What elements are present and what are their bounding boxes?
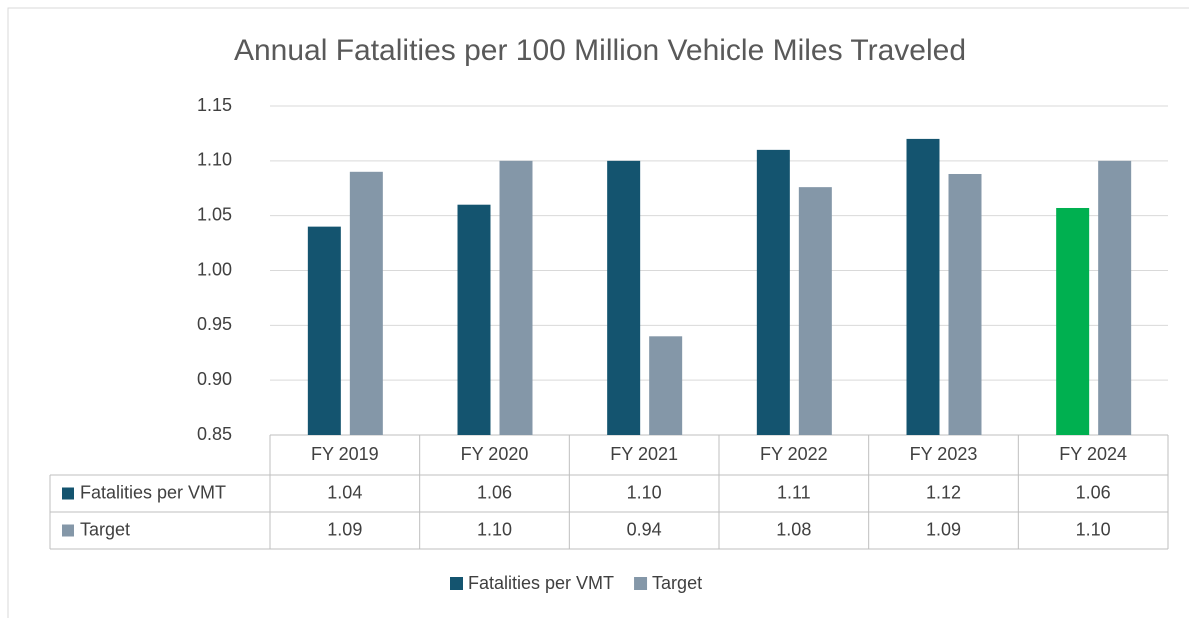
bar xyxy=(457,204,491,435)
bar xyxy=(798,187,832,435)
table-row-label: Fatalities per VMT xyxy=(80,482,226,502)
table-cell: 1.10 xyxy=(1076,519,1111,539)
table-cell: 0.94 xyxy=(627,519,662,539)
y-tick-label: 1.05 xyxy=(197,204,232,224)
bar xyxy=(307,226,341,435)
bar xyxy=(1056,207,1090,435)
bar xyxy=(607,160,641,436)
table-cell: 1.06 xyxy=(477,482,512,502)
table-cell: 1.10 xyxy=(627,482,662,502)
bar xyxy=(948,173,982,435)
y-tick-label: 0.90 xyxy=(197,369,232,389)
x-tick-label: FY 2023 xyxy=(910,444,978,464)
x-tick-label: FY 2020 xyxy=(461,444,529,464)
table-legend-key xyxy=(62,487,74,500)
chart-title: Annual Fatalities per 100 Million Vehicl… xyxy=(234,34,966,67)
x-tick-label: FY 2019 xyxy=(311,444,379,464)
table-cell: 1.09 xyxy=(327,519,362,539)
y-tick-label: 1.00 xyxy=(197,259,232,279)
y-tick-label: 0.85 xyxy=(197,424,232,444)
x-tick-label: FY 2022 xyxy=(760,444,828,464)
table-row-label: Target xyxy=(80,519,130,539)
table-cell: 1.04 xyxy=(327,482,362,502)
legend-label: Fatalities per VMT xyxy=(468,573,614,593)
y-tick-label: 1.15 xyxy=(197,95,232,115)
table-legend-key xyxy=(62,524,74,537)
chart-frame xyxy=(7,7,1189,618)
y-tick-label: 1.10 xyxy=(197,150,232,170)
table-cell: 1.12 xyxy=(926,482,961,502)
table-cell: 1.08 xyxy=(776,519,811,539)
legend-key xyxy=(450,577,463,590)
legend-key xyxy=(634,577,648,590)
table-cell: 1.06 xyxy=(1076,482,1111,502)
x-tick-label: FY 2024 xyxy=(1059,444,1127,464)
bar xyxy=(649,336,683,435)
bar xyxy=(349,171,383,436)
legend-label: Target xyxy=(652,573,702,593)
table-cell: 1.09 xyxy=(926,519,961,539)
y-tick-label: 0.95 xyxy=(197,314,232,334)
bar xyxy=(906,138,940,435)
bar xyxy=(756,149,790,435)
bar xyxy=(499,160,533,436)
bar xyxy=(1098,160,1132,436)
table-cell: 1.10 xyxy=(477,519,512,539)
x-tick-label: FY 2021 xyxy=(610,444,678,464)
table-cell: 1.11 xyxy=(777,482,811,502)
